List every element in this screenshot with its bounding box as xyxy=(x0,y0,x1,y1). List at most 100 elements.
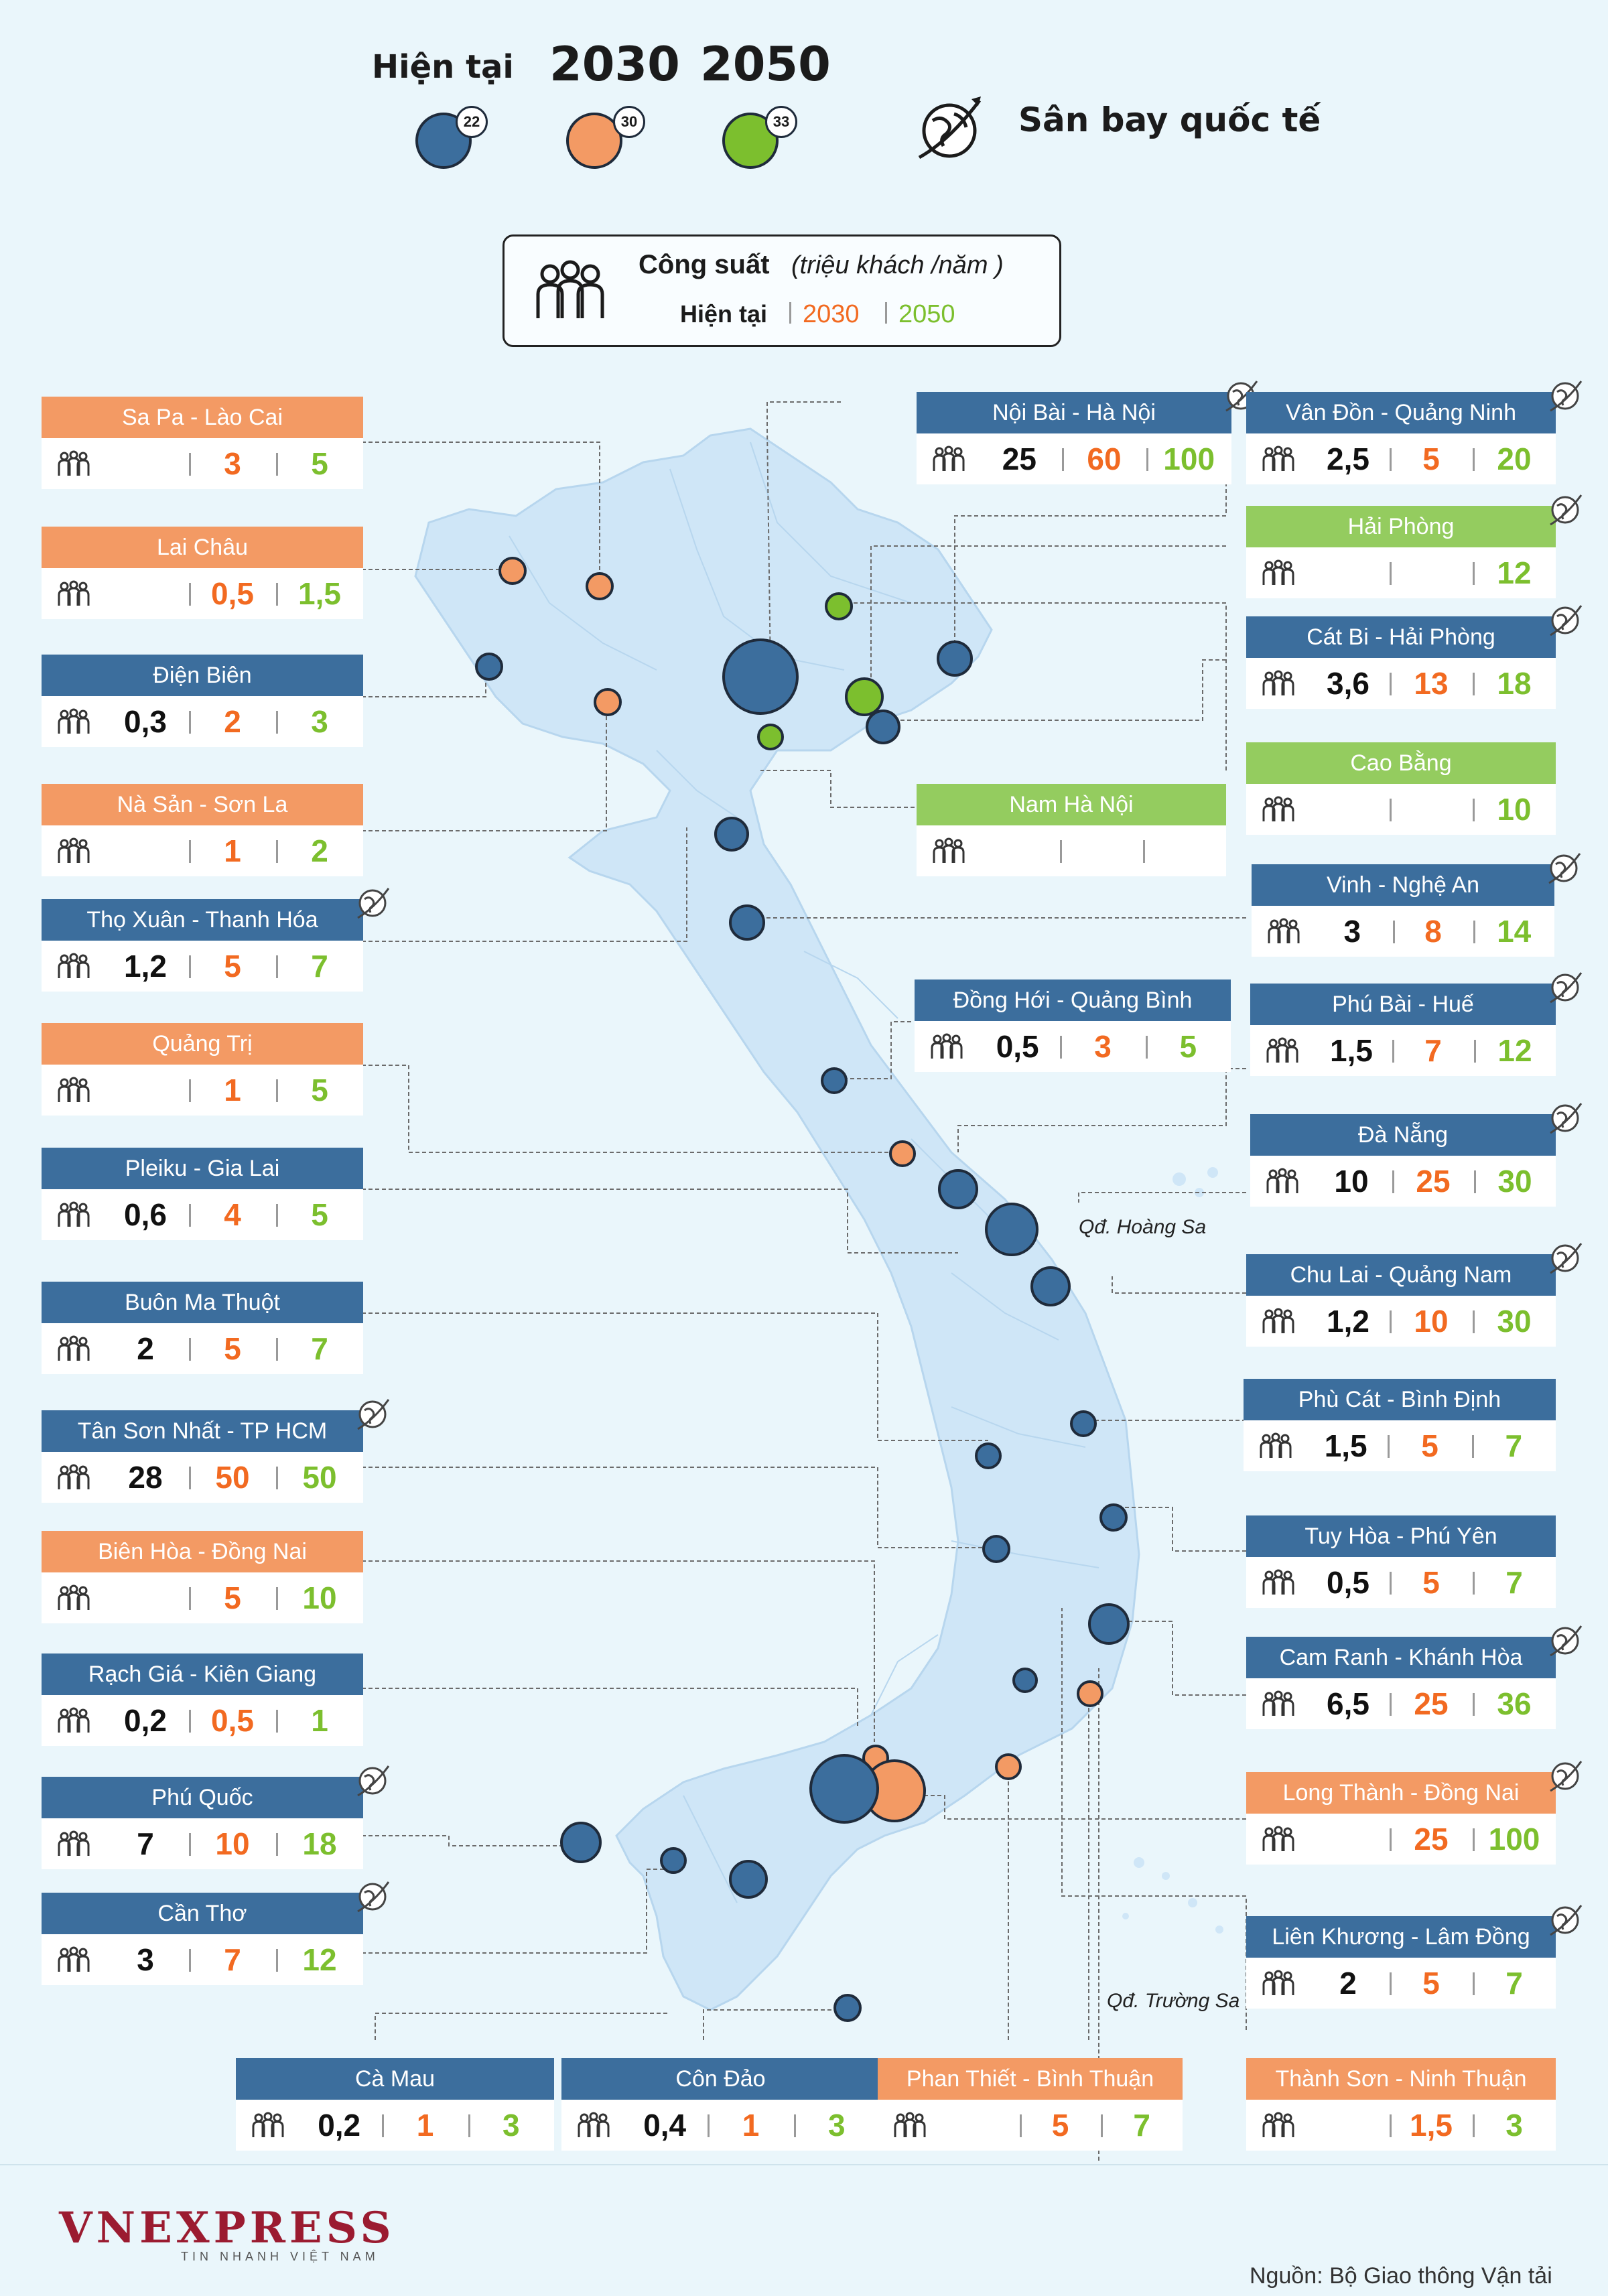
capacity-2050: 14 xyxy=(1497,914,1532,949)
value-separator xyxy=(189,1467,191,1489)
airport-card: Côn Đảo 0,4 1 3 xyxy=(561,2058,880,2151)
capacity-current: 2 xyxy=(1339,1966,1357,2001)
dot-noi-bai xyxy=(722,638,799,715)
map-land xyxy=(414,427,1140,2011)
value-separator xyxy=(276,1204,278,1227)
capacity-current: 2 xyxy=(137,1331,154,1366)
capacity-current: 1,5 xyxy=(1330,1033,1373,1068)
dot-cam-ranh xyxy=(1088,1603,1130,1645)
value-separator xyxy=(1473,2114,1475,2137)
legend-2050-count: 33 xyxy=(765,106,797,138)
capacity-current: 0,5 xyxy=(996,1029,1039,1064)
value-separator xyxy=(1392,1040,1394,1063)
value-separator xyxy=(793,2114,796,2137)
people-icon xyxy=(1264,1168,1301,1195)
value-separator xyxy=(1390,1693,1392,1716)
value-separator xyxy=(1392,1170,1394,1193)
value-separator xyxy=(1471,1435,1474,1458)
airport-name: Sa Pa - Lào Cai xyxy=(42,397,363,438)
capacity-2030: 3 xyxy=(224,446,241,481)
capacity-current xyxy=(102,568,189,619)
dot-vinh xyxy=(729,904,765,941)
dot-sa-pa xyxy=(586,572,614,600)
capacity-row: 0,5 1,5 xyxy=(42,568,363,619)
capacity-2050: 1 xyxy=(311,1703,328,1738)
people-icon xyxy=(55,953,92,980)
airport-name: Phú Quốc xyxy=(42,1777,363,1818)
capacity-sep xyxy=(789,302,791,324)
capacity-2050: 2 xyxy=(311,833,328,868)
people-icon xyxy=(930,446,967,472)
capacity-2030: 10 xyxy=(1414,1304,1449,1339)
capacity-current xyxy=(1306,547,1390,598)
capacity-row xyxy=(917,825,1226,876)
capacity-current: 10 xyxy=(1334,1164,1369,1199)
capacity-legend-box: Công suất (triệu khách /năm ) Hiện tại 2… xyxy=(503,234,1061,347)
people-icon xyxy=(55,1464,92,1491)
international-airport-icon xyxy=(1546,1901,1584,1939)
value-separator xyxy=(468,2114,470,2137)
airport-name: Phú Bài - Huế xyxy=(1250,984,1556,1025)
capacity-2050: 7 xyxy=(311,1331,328,1366)
value-separator xyxy=(189,1204,191,1227)
international-airport-icon xyxy=(1546,969,1584,1006)
capacity-2050: 7 xyxy=(311,949,328,984)
people-icon xyxy=(928,1033,965,1060)
capacity-2030: 5 xyxy=(1051,2108,1069,2143)
capacity-2050: 2050 xyxy=(898,300,955,328)
globe-plane-icon xyxy=(918,96,981,159)
capacity-2050: 7 xyxy=(1505,1428,1523,1463)
dot-tho-xuan xyxy=(714,817,749,852)
capacity-row: 0,4 1 3 xyxy=(561,2100,880,2151)
airport-name: Nội Bài - Hà Nội xyxy=(917,392,1231,433)
airport-card: Nam Hà Nội xyxy=(917,784,1226,876)
dot-phu-cat xyxy=(1070,1410,1097,1437)
capacity-row: 0,5 5 7 xyxy=(1246,1557,1556,1608)
vnexpress-logo: VNEXPRESS xyxy=(59,2203,395,2253)
value-separator xyxy=(189,711,191,734)
capacity-row: 2,5 5 20 xyxy=(1246,433,1556,484)
capacity-current xyxy=(1306,1814,1390,1865)
value-separator xyxy=(1473,1572,1475,1595)
airport-name: Biên Hòa - Đồng Nai xyxy=(42,1531,363,1572)
dot-lai-chau xyxy=(498,557,527,585)
capacity-2050: 18 xyxy=(302,1826,337,1861)
capacity-title: Công suất xyxy=(639,250,770,279)
legend-international-label: Sân bay quốc tế xyxy=(1018,100,1321,139)
value-separator xyxy=(276,1338,278,1361)
value-separator xyxy=(1061,448,1064,471)
capacity-current: 0,2 xyxy=(318,2108,361,2143)
airport-name: Đồng Hới - Quảng Bình xyxy=(915,980,1231,1021)
dot-nam-ha-noi xyxy=(757,724,784,750)
vnexpress-logo-sub: TIN NHANH VIỆT NAM xyxy=(181,2250,379,2263)
airport-name: Đà Nẵng xyxy=(1250,1114,1556,1156)
airport-name: Cam Ranh - Khánh Hòa xyxy=(1246,1637,1556,1678)
people-icon xyxy=(1260,1826,1297,1852)
international-airport-icon xyxy=(1546,1622,1584,1660)
airport-name: Điện Biên xyxy=(42,655,363,696)
dot-chu-lai xyxy=(1030,1266,1071,1306)
value-separator xyxy=(189,1710,191,1733)
value-separator xyxy=(189,955,191,978)
airport-card: Vinh - Nghệ An 3 8 14 xyxy=(1252,853,1581,957)
airport-name: Nà Sản - Sơn La xyxy=(42,784,363,825)
capacity-current xyxy=(102,438,189,489)
airport-name: Liên Khương - Lâm Đồng xyxy=(1246,1916,1556,1958)
dot-tan-son-nhat xyxy=(809,1754,879,1824)
capacity-2050: 20 xyxy=(1497,442,1532,476)
airport-card: Phù Cát - Bình Định 1,5 5 7 xyxy=(1244,1379,1556,1471)
value-separator xyxy=(276,840,278,863)
people-icon xyxy=(1260,1569,1297,1596)
capacity-row: 7 10 18 xyxy=(42,1818,363,1869)
capacity-current: 0,5 xyxy=(1327,1565,1369,1600)
airport-name: Phan Thiết - Bình Thuận xyxy=(878,2058,1183,2100)
airport-card: Phan Thiết - Bình Thuận 5 7 xyxy=(878,2058,1183,2151)
dot-lien-khuong xyxy=(1012,1668,1038,1693)
capacity-current: 0,6 xyxy=(124,1197,167,1232)
airport-name: Long Thành - Đồng Nai xyxy=(1246,1772,1556,1814)
value-separator xyxy=(189,1587,191,1610)
capacity-2030: 1 xyxy=(224,1073,241,1107)
capacity-current: 3 xyxy=(1343,914,1361,949)
capacity-row: 3 8 14 xyxy=(1252,906,1554,957)
airport-card: Chu Lai - Quảng Nam 1,2 10 30 xyxy=(1246,1243,1583,1347)
